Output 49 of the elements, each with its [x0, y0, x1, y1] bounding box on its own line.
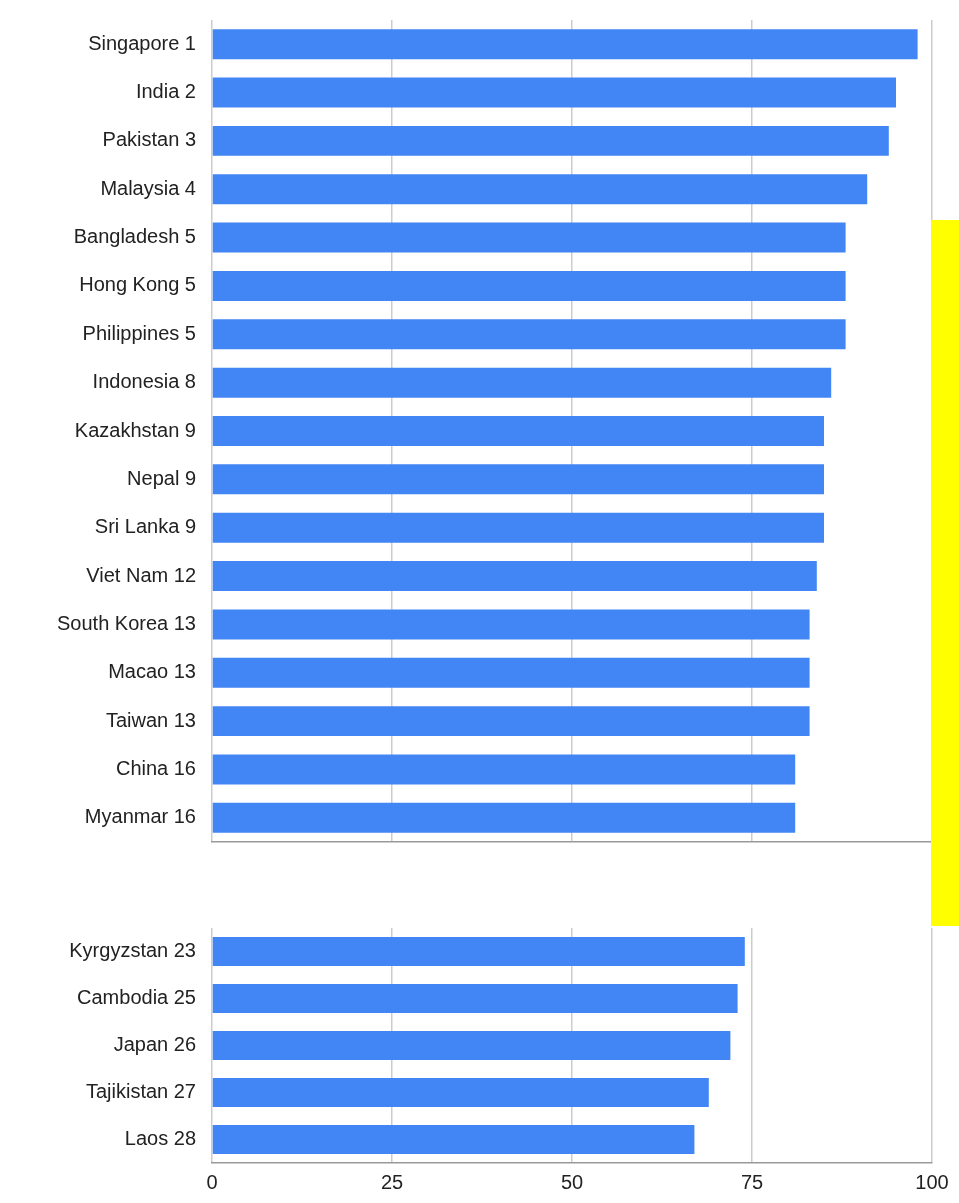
x-tick-label: 0 [206, 1170, 218, 1193]
y-tick-label: China 16 [115, 756, 196, 779]
y-tick-label: Myanmar 16 [84, 805, 196, 828]
bar [212, 657, 810, 688]
bar [212, 802, 796, 833]
x-tick-label: 25 [380, 1170, 404, 1193]
y-tick-label: Singapore 1 [88, 31, 196, 54]
bar [212, 754, 796, 785]
bar [212, 1077, 709, 1108]
y-tick-label: Pakistan 3 [102, 128, 196, 151]
y-tick-label: Viet Nam 12 [86, 563, 196, 586]
y-tick-label: Malaysia 4 [100, 176, 196, 199]
x-tick-label: 75 [740, 1170, 764, 1193]
y-tick-label: Hong Kong 5 [79, 273, 196, 296]
y-tick-label: Nepal 9 [127, 466, 196, 489]
y-tick-label: South Korea 13 [57, 611, 196, 634]
y-tick-label: Sri Lanka 9 [94, 515, 196, 538]
bar [212, 561, 817, 592]
y-tick-label: Cambodia 25 [77, 986, 196, 1009]
y-tick-label: Kyrgyzstan 23 [69, 939, 196, 962]
bar [212, 706, 810, 737]
bar [212, 512, 824, 543]
bar [212, 319, 846, 350]
bar [212, 983, 738, 1014]
y-tick-label: Indonesia 8 [92, 370, 196, 393]
bar [212, 174, 868, 205]
y-tick-label: Japan 26 [113, 1033, 196, 1056]
y-tick-label: Philippines 5 [82, 321, 196, 344]
bar [212, 1124, 695, 1155]
y-tick-label: Taiwan 13 [105, 708, 196, 731]
y-tick-label: Tajikistan 27 [85, 1080, 196, 1103]
y-tick-label: Bangladesh 5 [73, 225, 196, 248]
y-tick-label: India 2 [135, 80, 196, 103]
bar [212, 464, 824, 495]
x-tick-label: 100 [915, 1170, 949, 1193]
y-tick-label: Laos 28 [124, 1127, 196, 1150]
bar [212, 367, 832, 398]
bar [212, 1030, 731, 1061]
bar [212, 77, 896, 108]
bar [212, 416, 824, 446]
bar [212, 936, 745, 967]
bar [212, 29, 918, 60]
bar [212, 609, 810, 640]
bar [212, 222, 846, 253]
bar [212, 270, 846, 301]
bar [212, 125, 889, 156]
y-tick-label: Macao 13 [108, 660, 196, 683]
y-tick-label: Kazakhstan 9 [74, 418, 196, 441]
x-tick-label: 50 [560, 1170, 584, 1193]
